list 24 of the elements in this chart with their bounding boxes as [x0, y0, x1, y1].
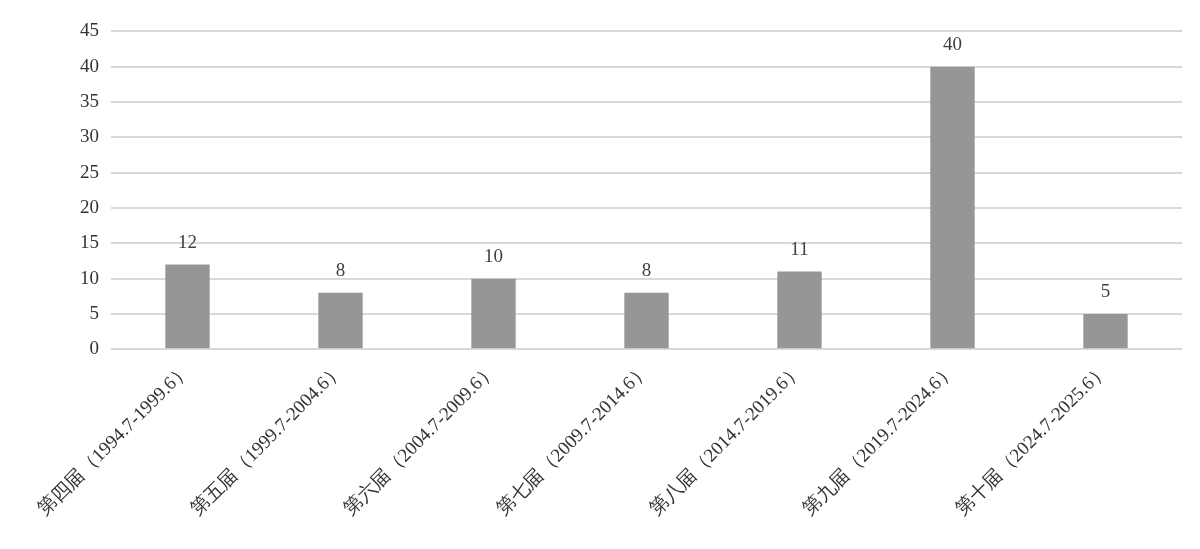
- y-tick-label: 35: [80, 90, 99, 112]
- data-label: 8: [641, 259, 652, 281]
- y-tick-label: 40: [80, 54, 99, 76]
- bar: [165, 264, 210, 349]
- y-tick-label: 0: [89, 337, 99, 359]
- y-tick-label: 45: [80, 19, 99, 41]
- bar: [471, 278, 516, 349]
- data-label: 11: [790, 238, 809, 260]
- y-tick-label: 15: [80, 231, 99, 253]
- y-tick-label: 30: [80, 125, 99, 147]
- bar: [318, 292, 363, 349]
- data-label: 12: [178, 231, 197, 253]
- data-label: 40: [943, 33, 962, 55]
- y-tick-label: 5: [89, 301, 99, 323]
- bar: [777, 271, 822, 349]
- y-tick-label: 25: [80, 160, 99, 182]
- bar: [624, 292, 669, 349]
- y-tick-label: 20: [80, 196, 99, 218]
- y-tick-label: 10: [80, 266, 99, 288]
- data-label: 8: [335, 259, 346, 281]
- bar: [1083, 314, 1128, 349]
- bar: [930, 66, 975, 349]
- data-label: 10: [484, 245, 503, 267]
- data-label: 5: [1100, 280, 1111, 302]
